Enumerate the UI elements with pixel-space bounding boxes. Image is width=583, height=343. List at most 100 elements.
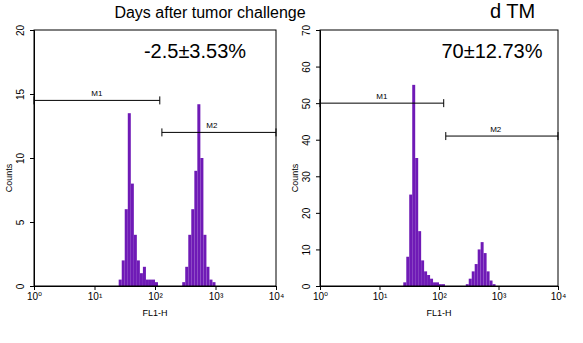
bar xyxy=(421,260,424,286)
bar xyxy=(433,282,436,286)
bar xyxy=(424,271,427,286)
frame xyxy=(34,30,276,286)
bar xyxy=(436,282,439,286)
y-tick-label: 60 xyxy=(301,61,312,73)
y-tick-label: 40 xyxy=(301,134,312,146)
y-tick-mark xyxy=(30,158,34,159)
gate-end xyxy=(161,128,162,136)
y-tick-label: 10 xyxy=(15,153,26,165)
y-tick-label: 15 xyxy=(15,89,26,101)
gate-line xyxy=(446,136,558,137)
y-tick-mark xyxy=(30,286,34,287)
bar xyxy=(188,235,191,286)
x-tick: 10³ xyxy=(209,286,224,302)
bar xyxy=(197,104,200,286)
bar xyxy=(152,280,155,286)
y-tick-mark xyxy=(316,176,320,177)
x-tick-label: 10² xyxy=(148,291,163,302)
y-axis-title: Counts xyxy=(4,163,14,192)
x-tick: 10⁰ xyxy=(313,286,328,302)
y-tick-mark xyxy=(316,213,320,214)
bar xyxy=(137,260,140,286)
bar xyxy=(134,235,137,286)
x-tick-mark xyxy=(380,286,381,290)
gate-label: M2 xyxy=(206,121,218,130)
title: Days after tumor challenge xyxy=(114,4,305,21)
bar xyxy=(478,249,481,286)
y-tick: 10 xyxy=(301,244,320,256)
y-tick-mark xyxy=(316,249,320,250)
bar xyxy=(140,273,143,286)
x-tick: 10² xyxy=(432,286,447,302)
bar xyxy=(149,280,152,286)
x-tick: 10¹ xyxy=(88,286,103,302)
y-tick-label: 10 xyxy=(301,244,312,256)
y-tick: 60 xyxy=(301,61,320,73)
bar xyxy=(403,282,406,286)
x-tick-label: 10¹ xyxy=(88,291,103,302)
bar xyxy=(409,195,412,286)
bar xyxy=(481,242,484,286)
x-tick-label: 10⁰ xyxy=(27,291,42,302)
x-axis-title: FL1-H xyxy=(142,308,167,318)
x-tick: 10³ xyxy=(492,286,507,302)
y-tick: 30 xyxy=(301,171,320,183)
bar xyxy=(182,282,185,286)
y-tick-mark xyxy=(316,67,320,68)
y-tick: 10 xyxy=(15,153,34,165)
bar xyxy=(146,280,149,286)
gate: M1 xyxy=(320,92,444,107)
bar xyxy=(191,209,194,286)
x-tick-label: 10⁴ xyxy=(269,291,284,302)
y-tick-mark xyxy=(316,30,320,31)
bar xyxy=(143,267,146,286)
x-tick-label: 10⁰ xyxy=(313,291,328,302)
frame xyxy=(320,30,558,286)
gate-end xyxy=(443,99,444,107)
panel: M1M210⁰10¹10²10³10⁴05101520FL1-HCounts-2… xyxy=(4,25,284,318)
x-axis: 10⁰ 10¹ 10² 10³ 10⁴ xyxy=(27,286,284,302)
y-tick: 40 xyxy=(301,134,320,146)
bar xyxy=(430,279,433,286)
y-tick: 0 xyxy=(15,283,34,289)
bar xyxy=(475,264,478,286)
annotation: -2.5±3.53% xyxy=(144,40,246,62)
x-tick-mark xyxy=(499,286,500,290)
y-tick: 20 xyxy=(15,25,34,37)
bar xyxy=(155,282,158,286)
annotation: 70±12.73% xyxy=(441,40,542,62)
y-tick-label: 50 xyxy=(301,98,312,110)
gate: M2 xyxy=(446,125,558,140)
y-tick-label: 20 xyxy=(301,207,312,219)
bar xyxy=(212,282,215,286)
x-tick-label: 10² xyxy=(432,291,447,302)
x-tick-label: 10³ xyxy=(492,291,507,302)
x-tick: 10⁰ xyxy=(27,286,42,302)
x-tick-label: 10³ xyxy=(209,291,224,302)
bar xyxy=(412,85,415,286)
y-tick-mark xyxy=(316,140,320,141)
x-tick-label: 10⁴ xyxy=(551,291,566,302)
gate-end xyxy=(445,132,446,140)
gate-label: M1 xyxy=(91,89,103,98)
y-axis: 010203040506070 xyxy=(301,25,321,290)
bar xyxy=(119,280,122,286)
x-tick-mark xyxy=(216,286,217,290)
bar xyxy=(490,281,493,286)
bar xyxy=(128,113,131,286)
y-tick-mark xyxy=(30,94,34,95)
bar xyxy=(131,184,134,286)
x-tick-mark xyxy=(95,286,96,290)
bar xyxy=(203,235,206,286)
x-tick: 10¹ xyxy=(373,286,388,302)
bars xyxy=(403,85,495,286)
y-axis: 05101520 xyxy=(15,25,35,290)
x-tick-mark xyxy=(276,286,277,290)
y-tick-mark xyxy=(316,103,320,104)
x-tick-mark xyxy=(155,286,156,290)
y-tick-label: 0 xyxy=(15,283,26,289)
x-tick-mark xyxy=(558,286,559,290)
bar xyxy=(469,279,472,286)
title: d TM xyxy=(490,0,535,22)
bar xyxy=(206,267,209,286)
